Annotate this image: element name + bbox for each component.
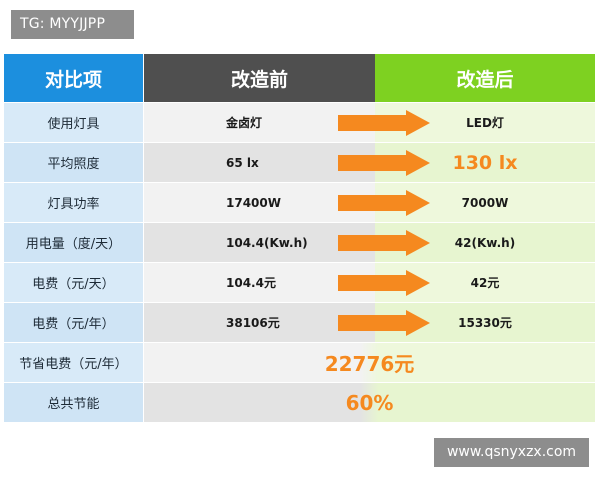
site-watermark: www.qsnyxzx.com	[434, 438, 589, 467]
summary-value: 60%	[144, 383, 595, 422]
table-header-row: 对比项 改造前 改造后	[4, 54, 595, 103]
right-arrow-icon	[338, 150, 430, 176]
right-arrow-icon	[338, 270, 430, 296]
table-row-total-saving: 总共节能 60%	[4, 383, 595, 423]
table-row-daily-cost: 电费（元/天） 104.4元 42元	[4, 263, 595, 303]
row-after-value: 42元	[375, 263, 595, 302]
row-label: 电费（元/天）	[4, 263, 144, 302]
table-row-power: 灯具功率 17400W 7000W	[4, 183, 595, 223]
row-label: 平均照度	[4, 143, 144, 182]
row-before-value: 104.4元	[144, 263, 375, 302]
tg-watermark-label: TG: MYYJJPP	[11, 10, 134, 39]
row-before-value: 17400W	[144, 183, 375, 222]
right-arrow-icon	[338, 190, 430, 216]
summary-value: 22776元	[144, 343, 595, 382]
row-label: 总共节能	[4, 383, 144, 422]
table-row-illuminance: 平均照度 65 lx 130 lx	[4, 143, 595, 183]
row-label: 灯具功率	[4, 183, 144, 222]
table-row-yearly-cost: 电费（元/年） 38106元 15330元	[4, 303, 595, 343]
row-before-value: 38106元	[144, 303, 375, 342]
right-arrow-icon	[338, 310, 430, 336]
comparison-table: 对比项 改造前 改造后 使用灯具 金卤灯 LED灯 平均照度 65 lx 130…	[4, 54, 595, 423]
row-label: 节省电费（元/年）	[4, 343, 144, 382]
header-comparison-item: 对比项	[4, 54, 144, 102]
table-row-daily-consumption: 用电量（度/天） 104.4(Kw.h) 42(Kw.h)	[4, 223, 595, 263]
table-row-yearly-savings: 节省电费（元/年） 22776元	[4, 343, 595, 383]
row-before-value: 金卤灯	[144, 103, 375, 142]
header-before: 改造前	[144, 54, 375, 102]
row-before-value: 104.4(Kw.h)	[144, 223, 375, 262]
row-before-value: 65 lx	[144, 143, 375, 182]
header-after: 改造后	[375, 54, 595, 102]
right-arrow-icon	[338, 110, 430, 136]
right-arrow-icon	[338, 230, 430, 256]
row-label: 使用灯具	[4, 103, 144, 142]
table-row-fixture: 使用灯具 金卤灯 LED灯	[4, 103, 595, 143]
row-label: 电费（元/年）	[4, 303, 144, 342]
highlight-after-value: 130 lx	[452, 151, 518, 174]
row-label: 用电量（度/天）	[4, 223, 144, 262]
